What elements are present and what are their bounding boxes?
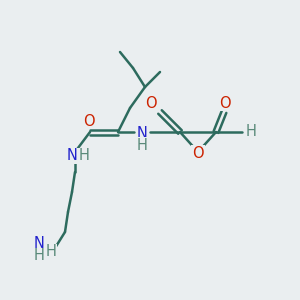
Text: N: N [136, 127, 147, 142]
Text: O: O [145, 95, 157, 110]
Text: N: N [67, 148, 77, 164]
Text: N: N [34, 236, 44, 250]
Text: H: H [79, 148, 89, 164]
Text: O: O [192, 146, 204, 160]
Text: O: O [83, 113, 95, 128]
Text: H: H [136, 137, 147, 152]
Text: O: O [219, 95, 231, 110]
Text: H: H [46, 244, 56, 260]
Text: H: H [34, 248, 44, 263]
Text: H: H [246, 124, 256, 140]
